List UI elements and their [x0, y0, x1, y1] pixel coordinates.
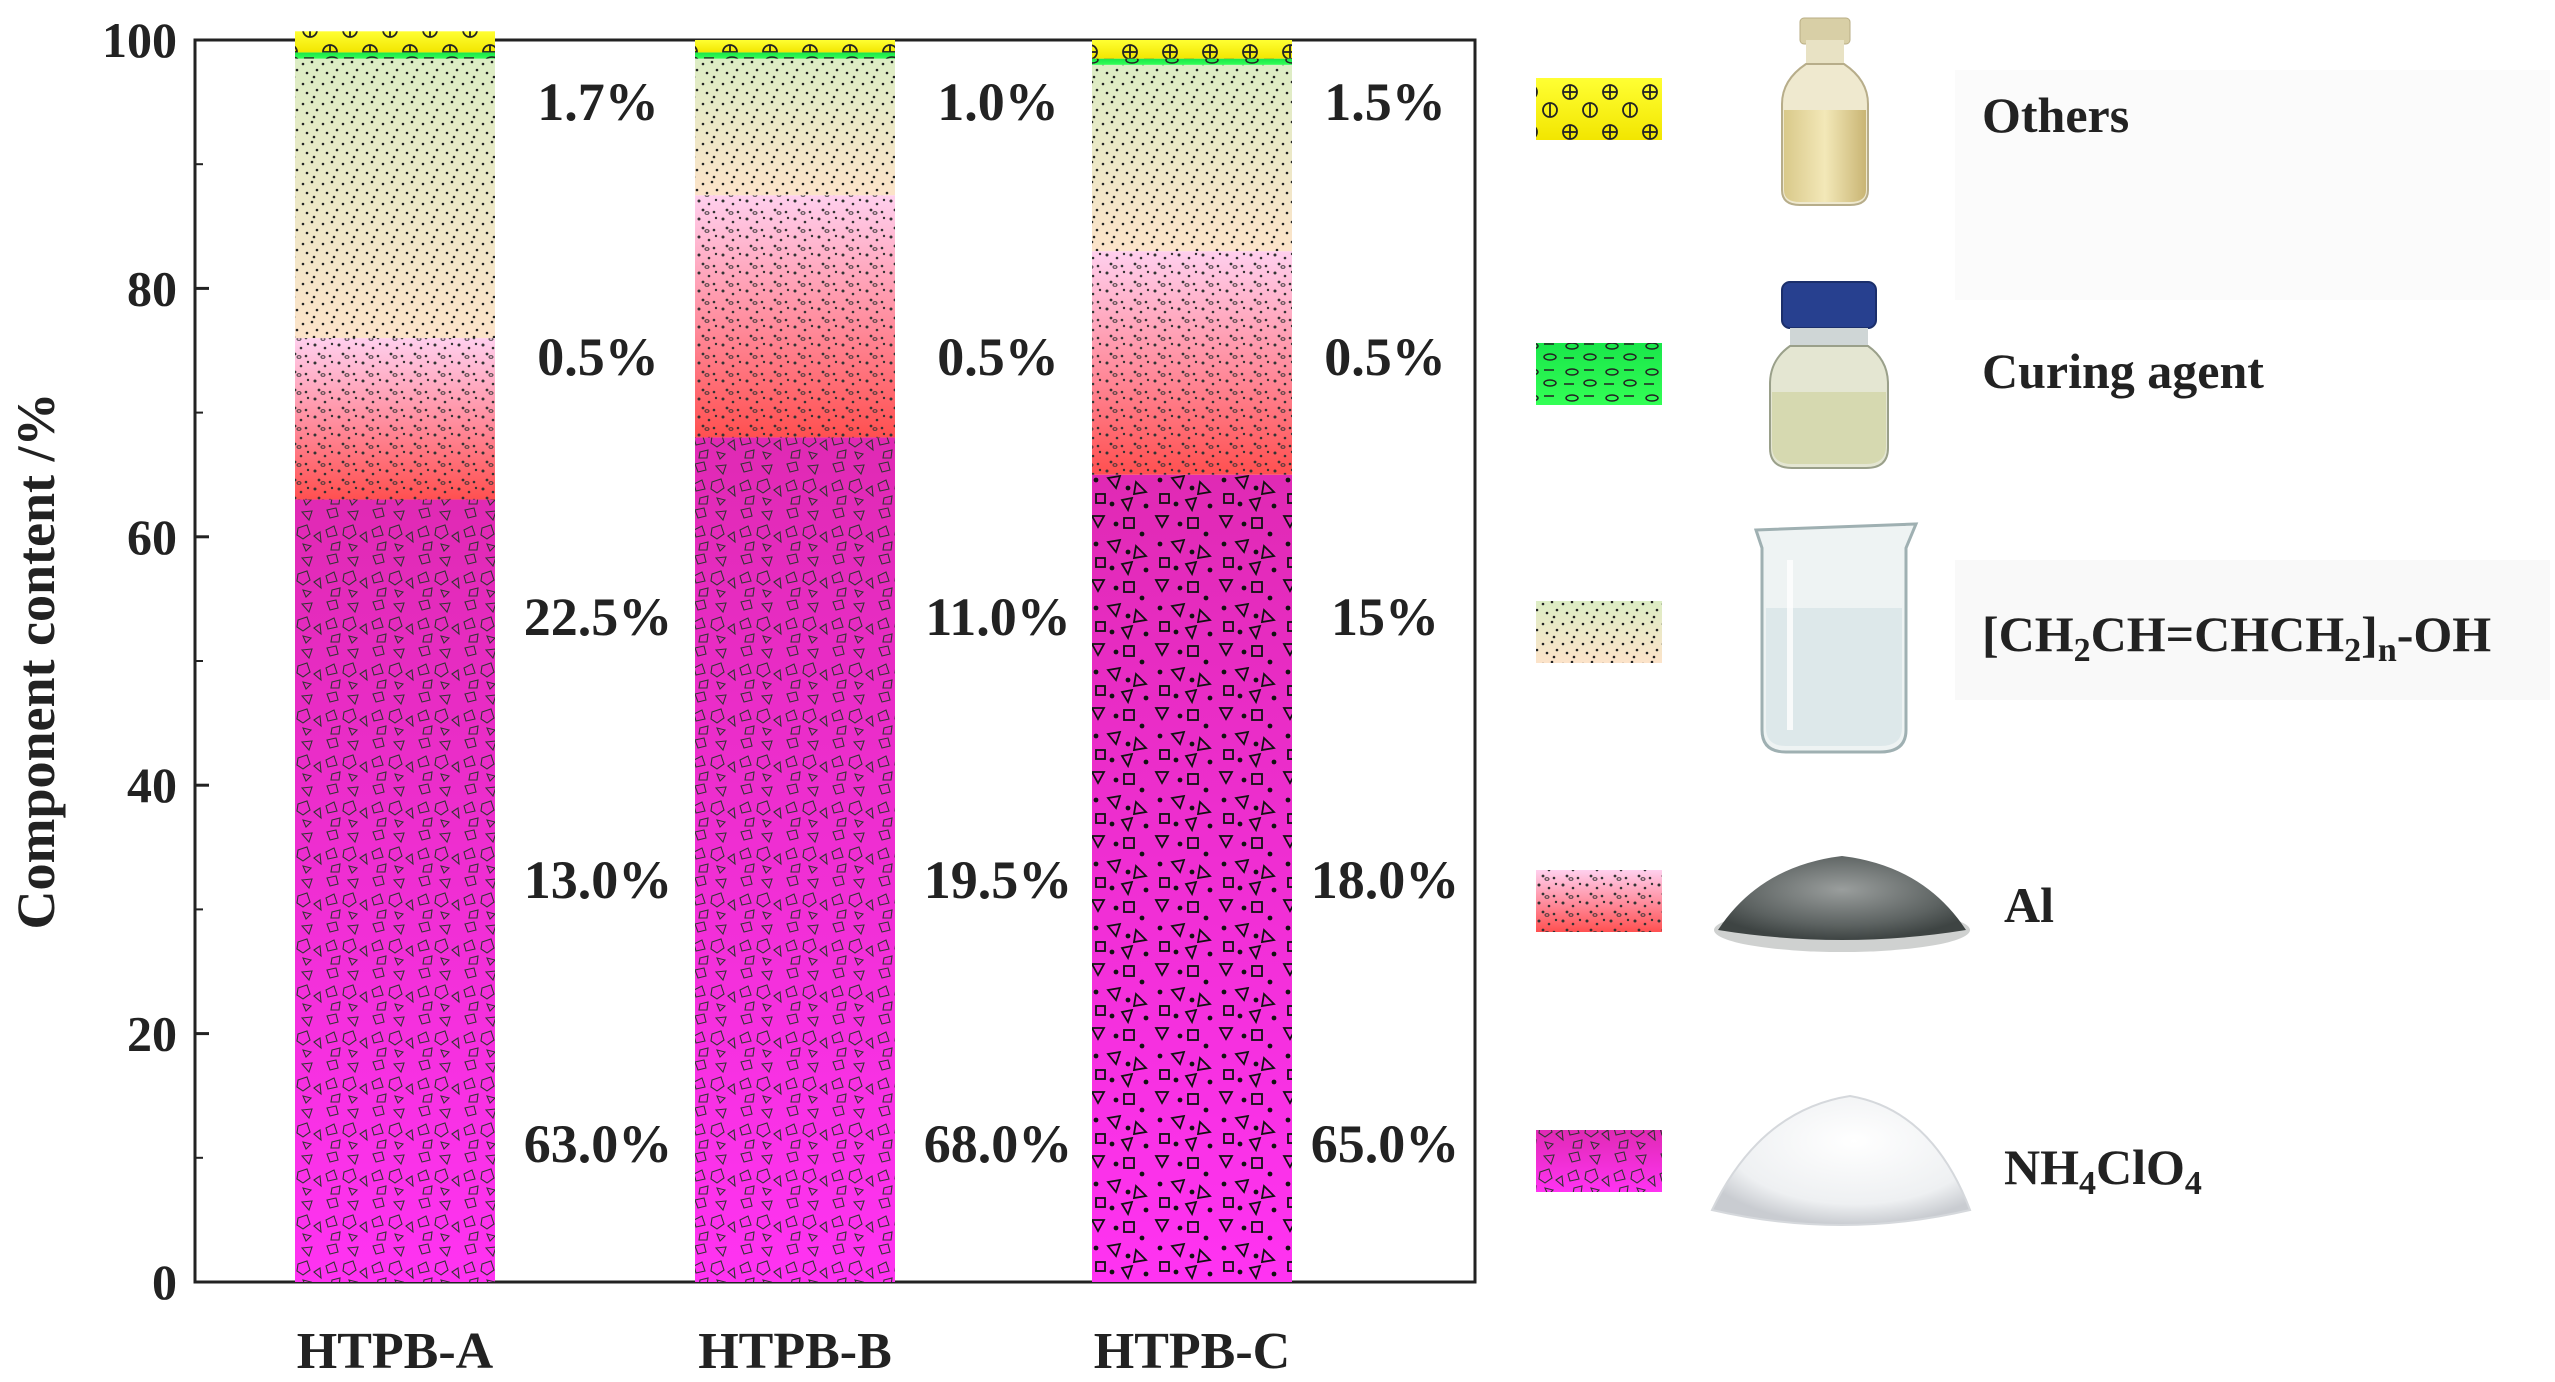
legend-swatch-htpb — [1536, 601, 1662, 663]
legend-label-al: Al — [2004, 877, 2054, 933]
bar-segment-pattern-htpb — [295, 58, 495, 339]
bar-segment-pattern-others — [1092, 40, 1292, 59]
y-tick-label: 40 — [127, 757, 177, 813]
value-label-htpb-c-al: 18.0% — [1311, 850, 1460, 910]
al-powder-image — [1714, 856, 1970, 952]
value-label-htpb-c-nh4clo4: 65.0% — [1311, 1114, 1460, 1174]
bar-segment-pattern-al — [295, 338, 495, 500]
value-label-htpb-b-al: 19.5% — [924, 850, 1073, 910]
curing-agent-bottle-image — [1769, 281, 1889, 469]
legend-label-nh4clo4: NH4ClO4 — [2004, 1139, 2202, 1202]
legend: Others Curing agent [CH2CH=CHCH2]n-OH Al… — [1536, 17, 2550, 1226]
value-label-htpb-a-others: 1.7% — [537, 72, 659, 132]
legend-label-others: Others — [1982, 87, 2129, 143]
value-label-htpb-a-al: 13.0% — [524, 850, 673, 910]
y-axis: 0 20 40 60 80 100 — [102, 12, 209, 1310]
value-label-htpb-a-nh4clo4: 63.0% — [524, 1114, 673, 1174]
y-tick-label: 80 — [127, 260, 177, 316]
value-label-htpb-c-curing-agent: 0.5% — [1324, 327, 1446, 387]
legend-swatch-nh4clo4 — [1536, 1130, 1662, 1192]
bar-segment-pattern-curing-agent — [1092, 58, 1292, 65]
legend-label-curing-agent: Curing agent — [1982, 343, 2264, 399]
y-tick-label: 0 — [152, 1254, 177, 1310]
nh4clo4-powder-image — [1710, 1094, 1972, 1226]
value-label-htpb-b-others: 1.0% — [937, 72, 1059, 132]
bar-segment-pattern-curing-agent — [695, 52, 895, 59]
bar-stack-htpb-a — [295, 31, 495, 1282]
value-label-htpb-a-curing-agent: 0.5% — [537, 327, 659, 387]
bar-segment-pattern-nh4clo4 — [295, 499, 495, 1282]
y-tick-label: 60 — [127, 509, 177, 565]
x-category-label: HTPB-C — [1094, 1323, 1290, 1380]
bar-segment-pattern-nh4clo4 — [1092, 474, 1292, 1282]
bar-segment-pattern-curing-agent — [295, 52, 495, 59]
htpb-beaker-image — [1753, 522, 1919, 754]
bar-segment-pattern-others — [695, 40, 895, 53]
bar-segment-pattern-htpb — [695, 58, 895, 196]
value-label-htpb-b-htpb: 11.0% — [925, 587, 1071, 647]
bar-segment-pattern-nh4clo4 — [695, 437, 895, 1282]
value-label-htpb-c-htpb: 15% — [1331, 587, 1439, 647]
y-tick-label: 20 — [127, 1006, 177, 1062]
others-bottle-image — [1781, 17, 1869, 206]
value-label-htpb-c-others: 1.5% — [1324, 72, 1446, 132]
value-label-htpb-b-nh4clo4: 68.0% — [924, 1114, 1073, 1174]
legend-swatch-others — [1536, 78, 1662, 140]
bar-stacks — [295, 31, 1292, 1282]
y-axis-title: Component content /% — [6, 393, 66, 930]
bar-segment-pattern-al — [1092, 251, 1292, 475]
legend-label-htpb: [CH2CH=CHCH2]n-OH — [1982, 606, 2491, 669]
legend-swatch-al — [1536, 870, 1662, 932]
legend-swatch-curing-agent — [1536, 343, 1662, 405]
bar-segment-pattern-others — [295, 31, 495, 53]
value-label-htpb-a-htpb: 22.5% — [524, 587, 673, 647]
bar-stack-htpb-b — [695, 40, 895, 1282]
bar-stack-htpb-c — [1092, 40, 1292, 1282]
y-tick-label: 100 — [102, 12, 177, 68]
x-category-label: HTPB-A — [297, 1323, 494, 1380]
x-category-label: HTPB-B — [698, 1323, 892, 1380]
bar-segment-pattern-al — [695, 195, 895, 438]
value-labels: 63.0% 13.0% 22.5% 0.5% 1.7% 68.0% 19.5% 11.0% 0.… — [524, 72, 1460, 1174]
bar-segment-pattern-htpb — [1092, 64, 1292, 252]
value-label-htpb-b-curing-agent: 0.5% — [937, 327, 1059, 387]
x-axis: HTPB-A HTPB-B HTPB-C — [297, 1323, 1290, 1380]
